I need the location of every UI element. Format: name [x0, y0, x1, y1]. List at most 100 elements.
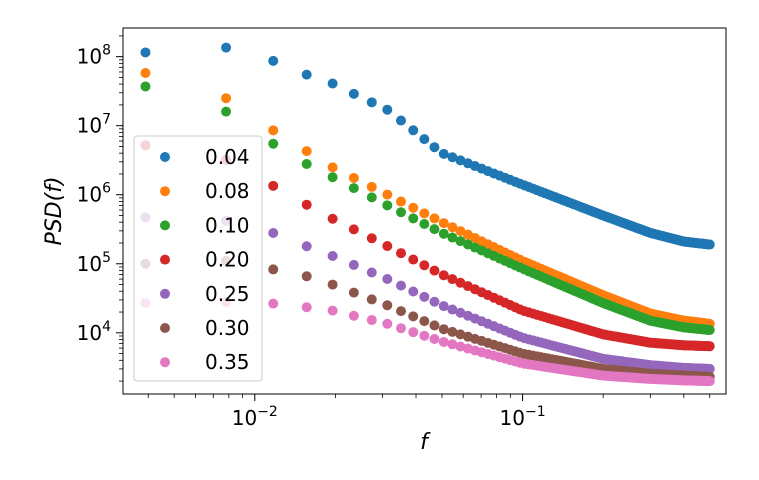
data-point: [382, 300, 393, 311]
data-point: [327, 78, 338, 89]
data-point: [438, 301, 449, 312]
data-point: [268, 138, 279, 149]
data-point: [408, 286, 419, 297]
data-point: [301, 146, 312, 157]
data-point: [429, 334, 440, 345]
legend-label: 0.30: [205, 316, 250, 340]
data-point: [408, 125, 419, 136]
plot-frame: [122, 27, 727, 395]
data-point: [419, 291, 430, 302]
data-point: [408, 202, 419, 213]
data-point: [438, 148, 449, 159]
data-point: [419, 260, 430, 271]
legend-label: 0.10: [205, 213, 250, 237]
data-point: [704, 363, 715, 374]
data-point: [455, 307, 466, 318]
data-point: [429, 320, 440, 331]
data-point: [396, 207, 406, 218]
data-point: [429, 224, 440, 235]
data-point: [396, 306, 406, 317]
y-tick-label: 105: [77, 250, 111, 276]
data-point: [366, 233, 377, 244]
data-point: [140, 47, 151, 58]
series-0.10: [140, 81, 715, 335]
data-point: [704, 341, 715, 352]
series-0.25: [140, 212, 715, 374]
data-point: [140, 81, 151, 92]
data-point: [140, 67, 151, 78]
data-point: [268, 298, 279, 309]
legend-label: 0.35: [205, 350, 250, 374]
data-point: [327, 305, 338, 316]
data-point: [268, 55, 279, 66]
data-point: [327, 162, 338, 173]
data-point: [396, 115, 406, 126]
legend-marker: [160, 152, 170, 162]
data-point: [348, 224, 359, 235]
data-point: [419, 134, 430, 145]
data-point: [327, 279, 338, 290]
y-axis-ticks: 104 105 106 107 108: [77, 35, 123, 382]
legend: 0.04 0.08 0.10 0.20 0.25 0.30 0.35: [133, 135, 263, 382]
data-point: [408, 311, 419, 322]
data-point: [455, 341, 466, 352]
data-point: [327, 250, 338, 261]
data-point: [366, 294, 377, 305]
legend-marker: [160, 288, 170, 299]
x-tick-label: 10−2: [232, 404, 278, 430]
data-point: [366, 181, 377, 192]
data-point: [429, 213, 440, 224]
series-0.04: [140, 42, 715, 250]
data-point: [455, 277, 466, 288]
data-point: [301, 241, 312, 252]
legend-marker: [160, 357, 170, 368]
data-point: [408, 213, 419, 224]
data-point: [704, 376, 715, 387]
data-point: [447, 274, 458, 285]
data-point: [348, 88, 359, 99]
series-0.20: [140, 140, 715, 352]
data-point: [429, 296, 440, 307]
data-point: [438, 218, 449, 229]
series-0.35: [140, 296, 715, 387]
y-tick-label: 104: [77, 319, 111, 345]
legend-marker: [160, 323, 170, 333]
data-point: [396, 280, 406, 291]
data-point: [419, 316, 430, 327]
data-point: [382, 318, 393, 329]
data-point: [366, 315, 377, 326]
data-point: [348, 287, 359, 298]
data-point: [268, 125, 279, 136]
data-point: [382, 274, 393, 285]
data-point: [268, 180, 279, 191]
y-tick-label: 106: [77, 181, 111, 207]
data-point: [419, 330, 430, 341]
data-point: [301, 271, 312, 282]
data-point: [455, 236, 466, 247]
x-tick-label: 10−1: [500, 404, 546, 430]
data-point: [327, 213, 338, 224]
legend-marker: [160, 254, 170, 265]
data-point: [221, 93, 232, 104]
data-point: [408, 327, 419, 338]
legend-marker: [160, 220, 170, 231]
data-point: [382, 241, 393, 252]
legend-label: 0.20: [205, 248, 250, 272]
data-point: [455, 155, 466, 166]
data-point: [396, 248, 406, 259]
data-point: [301, 69, 312, 80]
data-point: [221, 42, 232, 53]
data-point: [447, 222, 458, 233]
data-point: [301, 158, 312, 169]
data-point: [447, 232, 458, 243]
data-points: [140, 42, 715, 387]
y-tick-label: 108: [77, 43, 111, 69]
data-point: [447, 152, 458, 163]
data-point: [447, 304, 458, 315]
data-point: [438, 228, 449, 239]
data-point: [438, 324, 449, 335]
data-point: [419, 208, 430, 219]
data-point: [419, 219, 430, 230]
